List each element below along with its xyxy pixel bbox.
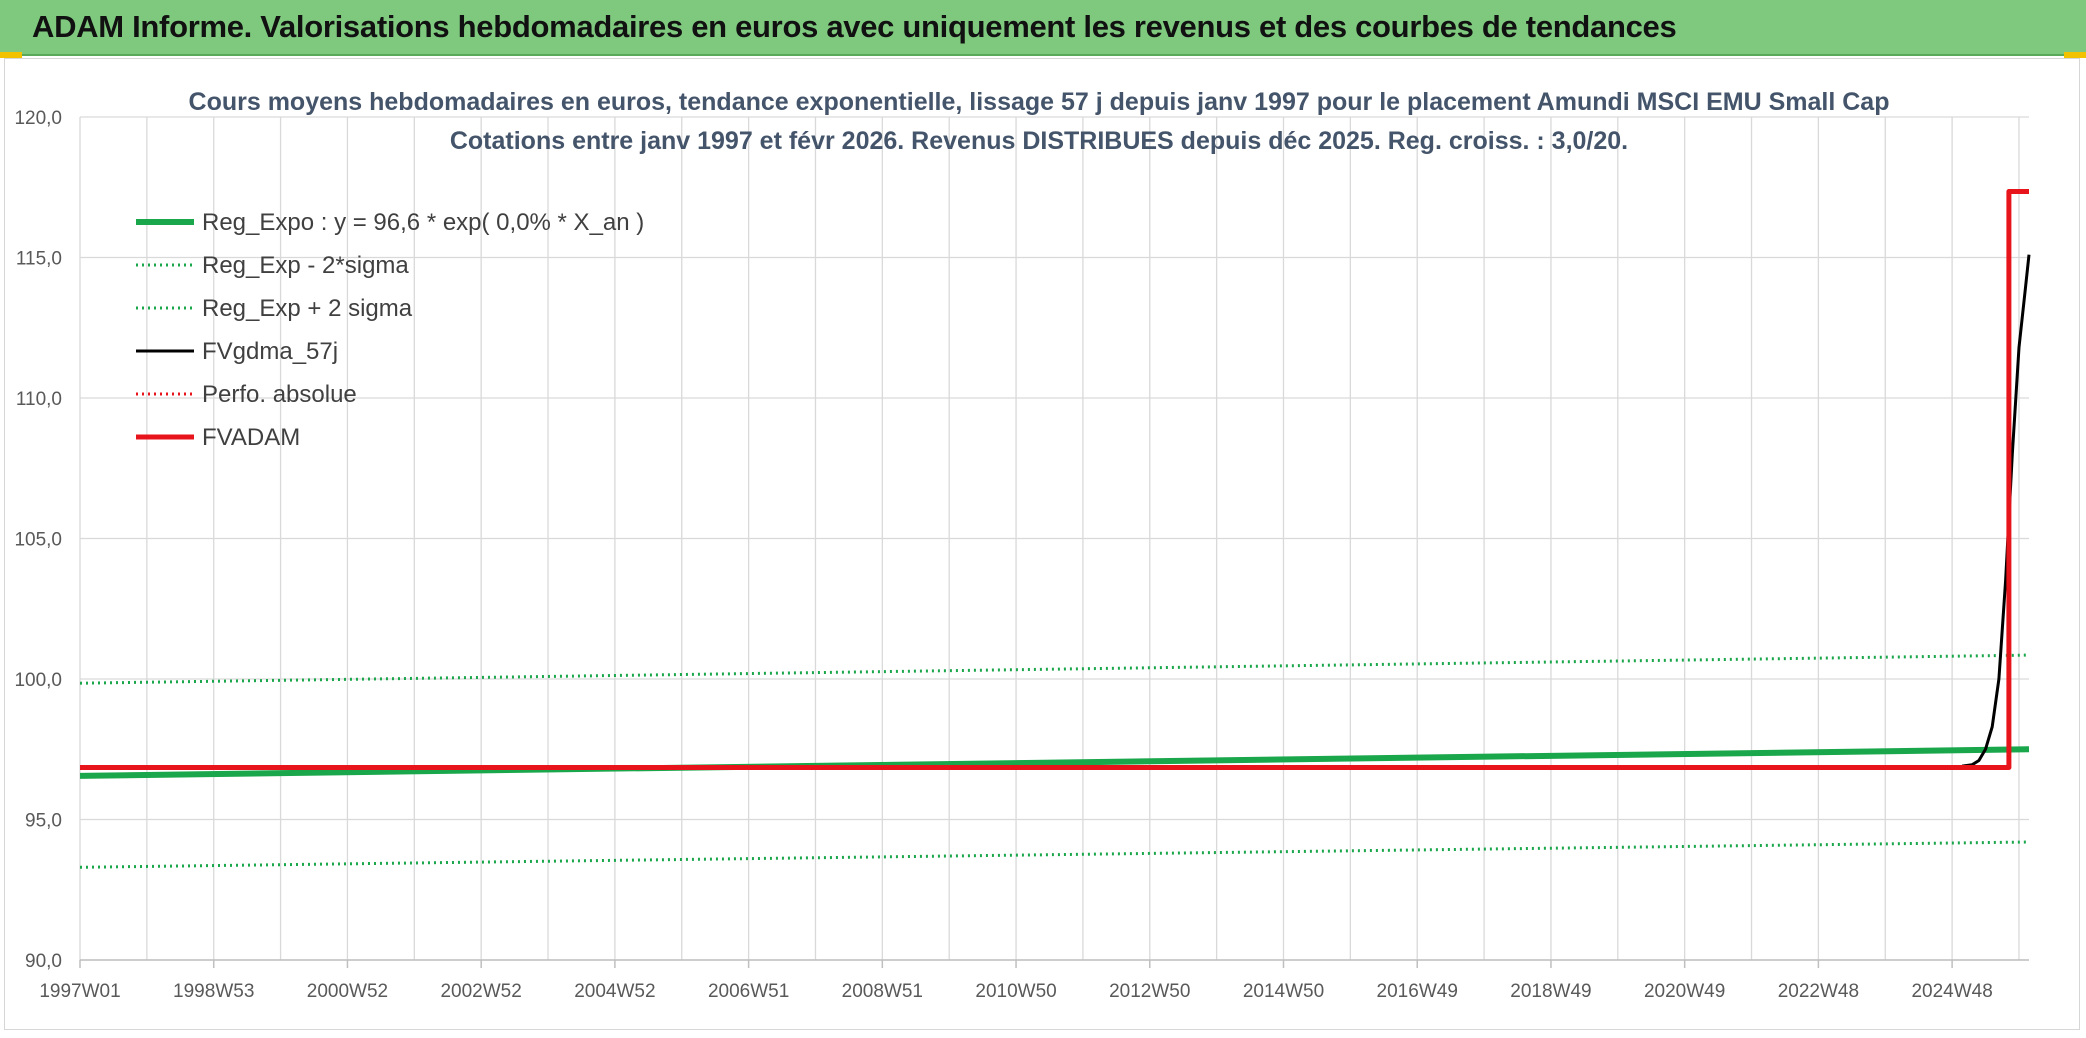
- x-tick-label: 2004W52: [574, 981, 655, 1002]
- y-tick-label: 90,0: [25, 951, 62, 972]
- chart-area: [4, 58, 2080, 1030]
- x-tick-label: 2006W51: [708, 981, 789, 1002]
- x-tick-label: 1998W53: [173, 981, 254, 1002]
- x-tick-label: 2012W50: [1109, 981, 1190, 1002]
- y-tick-label: 105,0: [14, 530, 62, 551]
- x-tick-label: 2022W48: [1778, 981, 1859, 1002]
- corner-mark-left: [0, 52, 22, 58]
- chart-subtitle: Cotations entre janv 1997 et févr 2026. …: [450, 127, 1628, 155]
- series-line-0: [79, 746, 2030, 779]
- legend-label: Reg_Exp - 2*sigma: [202, 252, 409, 279]
- legend-label: Perfo. absolue: [202, 381, 357, 408]
- legend-label: FVADAM: [202, 424, 300, 451]
- x-tick-label: 2016W49: [1377, 981, 1458, 1002]
- legend-label: Reg_Expo : y = 96,6 * exp( 0,0% * X_an ): [202, 209, 644, 236]
- y-tick-label: 115,0: [16, 249, 62, 270]
- x-axis-ticks: 1997W01 1998W53 2000W52 2002W52 2004W52 2006W…: [39, 960, 1993, 1002]
- series-line-3: [1961, 254, 2031, 768]
- x-tick-label: 2018W49: [1510, 981, 1591, 1002]
- x-tick-label: 2020W49: [1644, 981, 1725, 1002]
- corner-mark-right: [2064, 52, 2086, 58]
- series-line-1: [79, 840, 2030, 869]
- report-title: ADAM Informe. Valorisations hebdomadaire…: [32, 9, 1677, 44]
- x-tick-label: 2014W50: [1243, 981, 1324, 1002]
- chart-legend: Reg_Expo : y = 96,6 * exp( 0,0% * X_an )…: [136, 209, 644, 451]
- y-tick-label: 110,0: [16, 389, 62, 410]
- y-tick-label: 95,0: [25, 811, 62, 832]
- x-tick-label: 2002W52: [440, 981, 521, 1002]
- report-banner: ADAM Informe. Valorisations hebdomadaire…: [0, 0, 2086, 56]
- chart-title: Cours moyens hebdomadaires en euros, ten…: [189, 88, 1890, 116]
- series-line-2: [79, 653, 2030, 685]
- x-tick-label: 2010W50: [975, 981, 1056, 1002]
- x-tick-label: 2024W48: [1911, 981, 1992, 1002]
- y-tick-label: 120,0: [14, 108, 62, 129]
- x-tick-label: 2000W52: [307, 981, 388, 1002]
- series-line-5: [80, 189, 2029, 770]
- x-tick-label: 1997W01: [39, 981, 120, 1002]
- y-tick-label: 100,0: [14, 670, 62, 691]
- x-tick-label: 2008W51: [842, 981, 923, 1002]
- legend-label: FVgdma_57j: [202, 338, 338, 365]
- grid-lines: [79, 116, 2029, 961]
- series-lines: [79, 189, 2031, 869]
- legend-label: Reg_Exp + 2 sigma: [202, 295, 413, 322]
- y-axis-ticks: 90,0 95,0 100,0 105,0 110,0 115,0 120,0: [14, 108, 62, 972]
